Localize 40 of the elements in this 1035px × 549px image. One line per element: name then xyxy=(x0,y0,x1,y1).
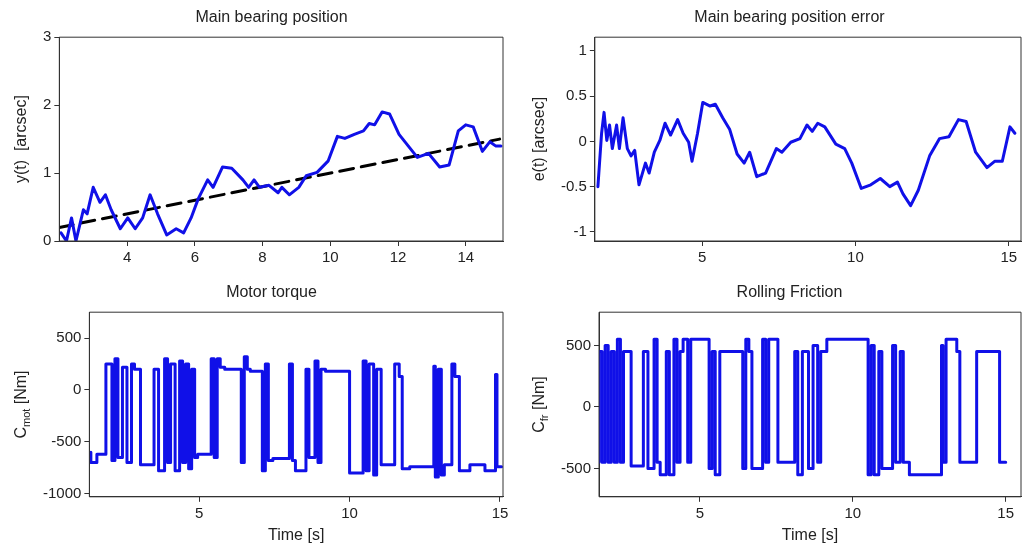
y-tick-label: 1 xyxy=(578,40,587,58)
y-tick-label: 0 xyxy=(43,231,52,249)
y-tick-label: -1000 xyxy=(42,483,82,501)
x-tick-label: 8 xyxy=(258,248,267,266)
y-tick-label: -0.5 xyxy=(560,176,587,194)
x-tick-label: 5 xyxy=(695,503,705,521)
x-tick-label: 4 xyxy=(122,248,132,266)
x-tick-label: 15 xyxy=(997,503,1015,521)
y-axis-title: Cfr [Nm] xyxy=(530,376,551,433)
x-tick-label: 15 xyxy=(1000,248,1018,266)
chart-title: Main bearing position xyxy=(195,8,348,26)
x-tick-label: 14 xyxy=(457,248,475,266)
chart-title: Motor torque xyxy=(226,283,317,301)
y-tick-label: -1 xyxy=(573,222,587,240)
x-axis-title: Time [s] xyxy=(781,525,839,543)
y-tick-label: 0 xyxy=(578,131,587,149)
y-tick-label: 1 xyxy=(43,163,52,181)
x-tick-label: 6 xyxy=(190,248,199,266)
y-tick-label: 0 xyxy=(582,397,592,415)
x-tick-label: 10 xyxy=(321,248,339,266)
y-tick-label: 500 xyxy=(56,328,82,346)
y-tick-label: 2 xyxy=(43,95,52,113)
x-tick-label: 5 xyxy=(697,248,707,266)
x-axis-title: Time [s] xyxy=(268,525,325,543)
y-axis-title: e(t) [arcsec] xyxy=(530,96,548,182)
x-tick-label: 12 xyxy=(389,248,407,266)
y-tick-label: -500 xyxy=(560,458,592,476)
y-axis-title: y(t) [arcsec] xyxy=(12,95,30,184)
x-tick-label: 10 xyxy=(847,248,864,266)
x-tick-label: 5 xyxy=(194,503,204,521)
x-tick-label: 10 xyxy=(341,503,358,521)
y-tick-label: 3 xyxy=(43,27,52,45)
y-tick-label: 0.5 xyxy=(565,86,587,104)
chart-title: Main bearing position error xyxy=(694,8,886,26)
y-tick-label: 500 xyxy=(565,335,592,353)
x-tick-label: 15 xyxy=(491,503,509,521)
x-tick-label: 10 xyxy=(844,503,862,521)
y-tick-label: 0 xyxy=(73,380,82,398)
chart-title: Rolling Friction xyxy=(736,283,843,301)
y-tick-label: -500 xyxy=(51,431,82,449)
